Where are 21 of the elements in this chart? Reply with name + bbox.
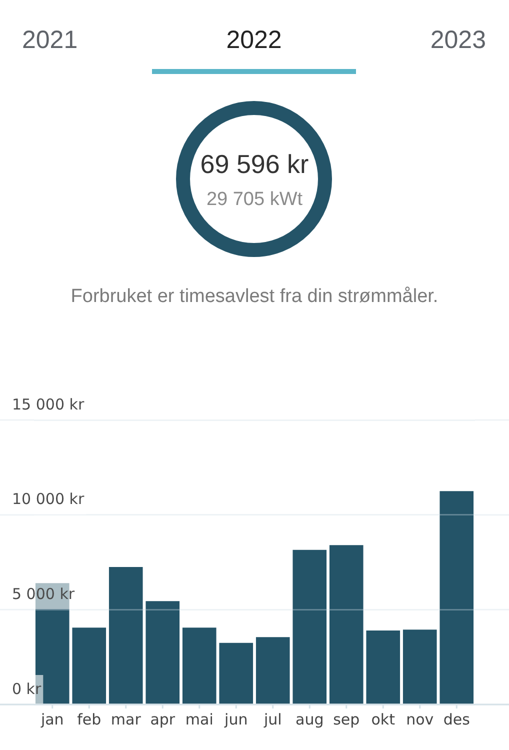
x-tick-label: feb [77, 710, 102, 728]
y-tick-label: 0 kr [12, 680, 42, 698]
x-tick-label: mai [185, 710, 214, 728]
y-tick-label: 15 000 kr [12, 395, 85, 414]
x-tick-label: des [443, 710, 470, 728]
x-tick-label: mar [110, 710, 142, 728]
x-tick-label: jan [40, 710, 64, 728]
y-tick-label: 10 000 kr [12, 490, 85, 508]
x-tick-label: okt [371, 710, 396, 728]
text: 2021 [22, 26, 78, 54]
x-tick-label: sep [333, 710, 360, 728]
text: 2023 [430, 26, 486, 54]
text: Forbruket er timesavlest fra din strømmåler. [70, 285, 440, 309]
text: 69 596 kr [199, 149, 310, 179]
x-tick-label: aug [296, 710, 324, 728]
x-tick-label: jun [224, 710, 248, 728]
x-tick-label: apr [150, 710, 176, 728]
text: 29 705 kWt [205, 189, 304, 211]
x-tick-label: jul [262, 710, 282, 728]
text: 2022 [226, 26, 282, 54]
x-tick-label: nov [406, 710, 434, 728]
